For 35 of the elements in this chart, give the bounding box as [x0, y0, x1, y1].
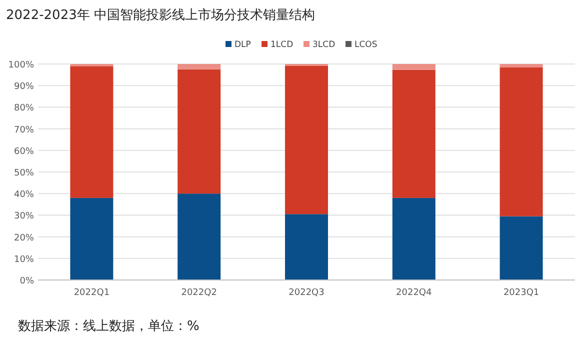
bar — [500, 64, 543, 68]
y-tick-label: 40% — [14, 190, 34, 200]
source-note: 数据来源：线上数据，单位：% — [18, 319, 200, 334]
bar — [285, 214, 328, 280]
chart-title: 2022-2023年 中国智能投影线上市场分技术销量结构 — [6, 8, 315, 23]
bar — [392, 64, 436, 70]
y-tick-label: 100% — [8, 60, 34, 70]
legend-label: LCOS — [354, 40, 378, 50]
y-tick-label: 70% — [14, 125, 34, 136]
y-tick-label: 30% — [14, 212, 34, 222]
y-tick-label: 60% — [14, 146, 34, 157]
x-tick-label: 2022Q4 — [396, 288, 432, 298]
legend-label: DLP — [234, 40, 251, 50]
y-tick-label: 20% — [14, 233, 34, 244]
bar — [500, 216, 543, 280]
bar — [70, 66, 114, 198]
y-tick-label: 80% — [14, 104, 34, 114]
bar — [392, 198, 436, 280]
y-tick-label: 90% — [14, 82, 34, 92]
bar — [178, 69, 221, 194]
bar — [392, 70, 436, 198]
y-tick-label: 50% — [14, 168, 34, 178]
bar — [285, 66, 328, 214]
x-tick-label: 2022Q1 — [74, 288, 110, 298]
bar — [70, 198, 114, 280]
bar — [178, 64, 221, 70]
y-tick-label: 10% — [14, 254, 34, 265]
bar — [500, 67, 543, 216]
legend-label: 3LCD — [312, 40, 336, 50]
legend-label: 1LCD — [270, 40, 294, 50]
bar — [178, 194, 221, 280]
x-tick-label: 2023Q1 — [503, 288, 540, 298]
x-tick-label: 2022Q3 — [288, 288, 324, 298]
y-tick-label: 0% — [20, 276, 34, 286]
x-tick-label: 2022Q2 — [181, 288, 217, 298]
